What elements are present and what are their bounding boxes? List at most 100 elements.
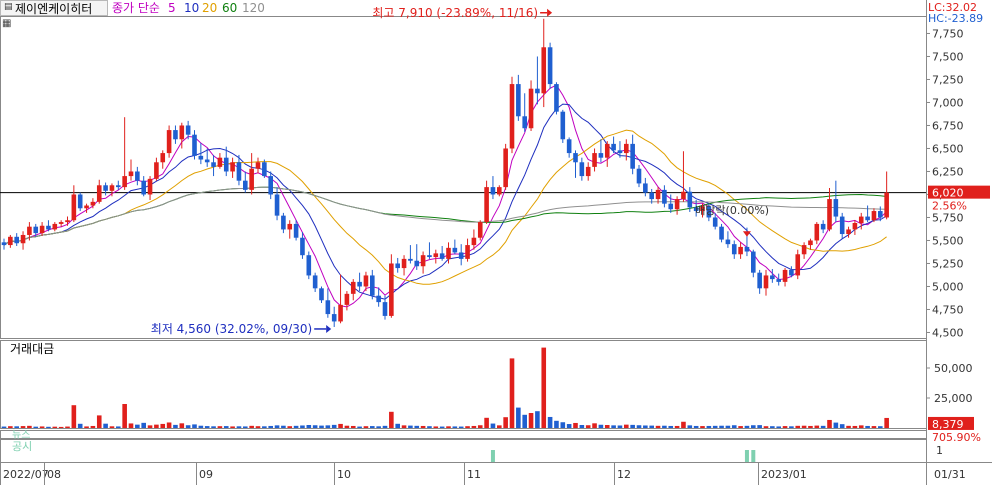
stock-search-icon[interactable]: ▤ bbox=[4, 2, 13, 12]
candle-body bbox=[668, 203, 674, 210]
candle-body bbox=[617, 150, 623, 154]
candle-body bbox=[795, 254, 801, 276]
price-tick-label: 5,750 bbox=[932, 211, 964, 224]
candle-body bbox=[541, 47, 547, 94]
candle-body bbox=[103, 185, 108, 191]
candle-body bbox=[858, 216, 864, 223]
candle-body bbox=[452, 247, 458, 253]
candle-body bbox=[471, 237, 477, 246]
volume-bar bbox=[414, 425, 420, 428]
volume-bar bbox=[878, 426, 883, 428]
candle-body bbox=[871, 211, 877, 221]
volume-bar bbox=[109, 426, 115, 428]
volume-bar bbox=[350, 425, 356, 428]
volume-bar bbox=[255, 426, 261, 428]
volume-bar bbox=[827, 419, 832, 428]
candle-body bbox=[547, 47, 553, 85]
ma-period-20[interactable]: 20 bbox=[202, 1, 218, 15]
candle-body bbox=[65, 220, 70, 223]
volume-bar bbox=[789, 426, 794, 428]
grid-toggle-icon[interactable]: ▦ bbox=[2, 18, 12, 29]
price-tick-label: 7,250 bbox=[932, 73, 964, 86]
candle-body bbox=[814, 223, 820, 241]
candle-body bbox=[636, 168, 642, 184]
volume-bar bbox=[39, 426, 45, 428]
volume-bar bbox=[103, 423, 108, 428]
ma120-line bbox=[3, 186, 887, 246]
volume-bar bbox=[808, 425, 813, 428]
candle-body bbox=[39, 225, 45, 234]
candle-body bbox=[458, 252, 464, 259]
volume-panel-title: 거래대금 bbox=[10, 342, 54, 356]
dividend-marker bbox=[742, 231, 751, 237]
candle-body bbox=[700, 206, 705, 212]
volume-bar bbox=[420, 425, 426, 428]
volume-bar bbox=[243, 426, 248, 428]
candle-body bbox=[852, 223, 858, 230]
candle-body bbox=[166, 130, 172, 154]
volume-bar bbox=[833, 422, 839, 428]
hc-label: HC:-23.89 bbox=[928, 12, 984, 25]
volume-bar bbox=[884, 417, 889, 428]
volume-bar bbox=[363, 426, 369, 428]
high-price-annotation: 최고 7,910 (-23.89%, 11/16) bbox=[372, 6, 538, 20]
candle-body bbox=[363, 275, 369, 287]
price-tick-label: 7,750 bbox=[932, 27, 964, 40]
candle-body bbox=[211, 162, 216, 167]
volume-bar bbox=[439, 426, 445, 428]
volume-bar bbox=[84, 426, 89, 428]
candle-body bbox=[585, 166, 591, 177]
volume-bar bbox=[185, 425, 191, 428]
volume-bar bbox=[751, 425, 756, 428]
ma-period-10[interactable]: 10 bbox=[184, 1, 200, 15]
volume-bar bbox=[458, 426, 464, 428]
price-tick-label: 5,000 bbox=[932, 280, 964, 293]
volume-bar bbox=[585, 425, 591, 428]
candle-body bbox=[712, 217, 718, 227]
candle-body bbox=[395, 263, 400, 269]
candle-body bbox=[497, 187, 502, 195]
volume-bar bbox=[662, 425, 667, 428]
volume-bar bbox=[598, 424, 604, 428]
candle-body bbox=[744, 246, 750, 252]
candle-body bbox=[878, 211, 883, 218]
volume-bar bbox=[319, 425, 324, 428]
candle-body bbox=[592, 153, 597, 167]
candle-body bbox=[643, 183, 648, 193]
ma-period-60[interactable]: 60 bbox=[222, 1, 238, 15]
candle-body bbox=[1, 242, 7, 246]
candle-body bbox=[433, 253, 439, 258]
volume-bar bbox=[573, 422, 578, 428]
candle-body bbox=[217, 157, 223, 167]
volume-panel-frame bbox=[0, 340, 927, 429]
volume-bar bbox=[122, 404, 127, 428]
x-axis-end-label: 01/31 bbox=[934, 468, 966, 481]
x-tick-label: 11 bbox=[467, 468, 481, 481]
volume-bar bbox=[344, 425, 350, 428]
price-tick-label: 4,750 bbox=[932, 303, 964, 316]
volume-bar bbox=[65, 426, 70, 428]
candle-body bbox=[401, 258, 407, 269]
volume-bar bbox=[223, 426, 229, 428]
candle-body bbox=[350, 281, 356, 294]
volume-bar bbox=[306, 425, 312, 428]
candle-body bbox=[96, 185, 102, 202]
volume-bar bbox=[90, 425, 96, 428]
candle-body bbox=[147, 178, 153, 195]
volume-bar bbox=[522, 414, 527, 428]
candle-body bbox=[846, 229, 851, 235]
candle-body bbox=[128, 171, 134, 177]
candle-body bbox=[839, 216, 845, 235]
volume-bar bbox=[382, 425, 388, 428]
candle-body bbox=[801, 245, 807, 255]
ma-period-5[interactable]: 5 bbox=[168, 1, 176, 15]
volume-bar bbox=[8, 426, 13, 428]
volume-bar bbox=[535, 411, 540, 428]
ma-period-120[interactable]: 120 bbox=[242, 1, 265, 15]
volume-bar bbox=[630, 424, 635, 428]
high-arrow-head bbox=[547, 8, 553, 17]
volume-bar bbox=[204, 426, 210, 428]
stock-name-box[interactable]: 제이엔케이히터 bbox=[0, 0, 108, 16]
candle-body bbox=[77, 194, 83, 209]
